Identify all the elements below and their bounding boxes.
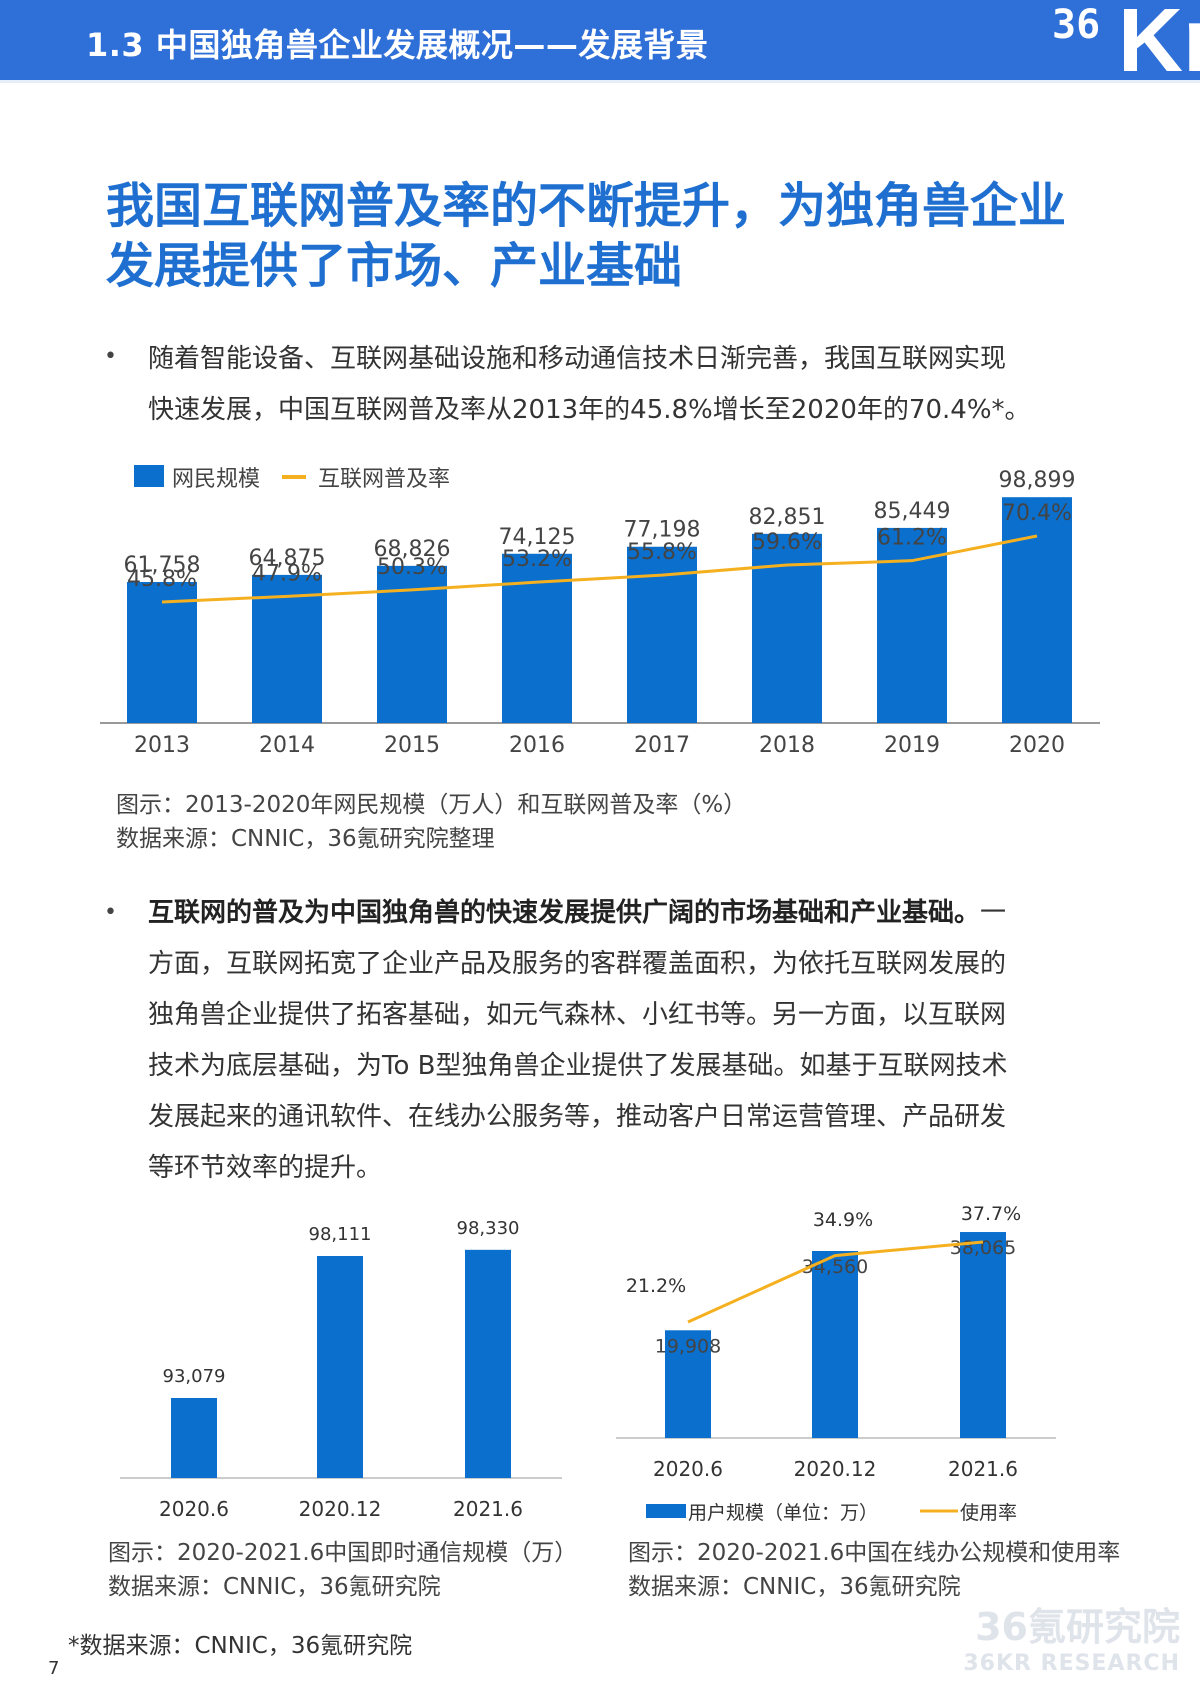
- line-label-2017: 55.8%: [627, 540, 697, 565]
- watermark-en: 36KR RESEARCH: [963, 1651, 1180, 1676]
- bar-2014: [252, 574, 322, 723]
- usage-rate-label-2020.6: 21.2%: [626, 1275, 686, 1297]
- chart-1-caption-source: 数据来源：CNNIC，36氪研究院整理: [116, 826, 495, 852]
- chart-2-caption: 图示：2020-2021.6中国即时通信规模（万） 数据来源：CNNIC，36氪…: [108, 1536, 577, 1604]
- chart-1-caption-title: 图示：2013-2020年网民规模（万人）和互联网普及率（%）: [116, 792, 747, 818]
- chart-3-caption-source: 数据来源：CNNIC，36氪研究院: [628, 1574, 961, 1600]
- paragraph-2-line-3: 独角兽企业提供了拓客基础，如元气森林、小红书等。另一方面，以互联网: [148, 1000, 1007, 1030]
- bar-2013: [127, 582, 197, 723]
- im-bar-2020.12: [317, 1256, 363, 1478]
- x-tick-2016: 2016: [509, 733, 565, 758]
- line-label-2020: 70.4%: [1002, 501, 1072, 526]
- page-number: 7: [48, 1658, 60, 1679]
- im-bar-label-2021.6: 98,330: [457, 1218, 520, 1239]
- im-x-tick-2021.6: 2021.6: [453, 1497, 523, 1521]
- section-title: 1.3 中国独角兽企业发展概况——发展背景: [86, 26, 709, 64]
- chart-3-caption-title: 图示：2020-2021.6中国在线办公规模和使用率: [628, 1540, 1121, 1566]
- watermark: 36氪研究院 36KR RESEARCH: [950, 1596, 1180, 1676]
- bar-2020: [1002, 497, 1072, 723]
- x-tick-2017: 2017: [634, 733, 690, 758]
- bar-label-2016: 74,125: [499, 525, 576, 550]
- line-label-2015: 50.3%: [377, 555, 447, 580]
- usage-rate-label-2020.12: 34.9%: [813, 1209, 873, 1231]
- legend-bar-label: 用户规模（单位：万）: [688, 1502, 878, 1524]
- usage-rate-line: [687, 1240, 984, 1324]
- bar-label-2020: 98,899: [999, 468, 1076, 493]
- legend-line-label: 使用率: [960, 1502, 1017, 1524]
- headline-line-1: 我国互联网普及率的不断提升，为独角兽企业: [106, 178, 1067, 234]
- bullet-2: •: [104, 900, 117, 925]
- logo-36kr: 36 Kr: [1040, 0, 1200, 91]
- x-tick-2018: 2018: [759, 733, 815, 758]
- bar-label-2015: 68,826: [374, 537, 451, 562]
- x-tick-2014: 2014: [259, 733, 315, 758]
- paragraph-2-line-4: 技术为底层基础，为To B型独角兽企业提供了发展基础。如基于互联网技术: [148, 1051, 1008, 1081]
- bar-label-2014: 64,875: [249, 546, 326, 571]
- watermark-cn: 36氪研究院: [975, 1605, 1180, 1649]
- im-bar-2020.6: [171, 1398, 217, 1478]
- paragraph-2-bold: 互联网的普及为中国独角兽的快速发展提供广阔的市场基础和产业基础。: [148, 898, 981, 928]
- logo-letter: Kr: [1118, 0, 1200, 91]
- bar-label-2017: 77,198: [624, 518, 701, 543]
- office-bar-2020.6: [665, 1330, 711, 1438]
- header-divider: [0, 80, 1200, 83]
- logo-number: 36: [1052, 2, 1101, 48]
- office-bar-label-2020.6: 19,908: [655, 1335, 721, 1357]
- line-label-2019: 61.2%: [877, 526, 947, 551]
- paragraph-2-line-2: 方面，互联网拓宽了企业产品及服务的客群覆盖面积，为依托互联网发展的: [148, 949, 1007, 979]
- legend-bar-label: 网民规模: [172, 467, 260, 492]
- im-x-tick-2020.12: 2020.12: [299, 1497, 382, 1521]
- im-bar-label-2020.6: 93,079: [163, 1366, 226, 1387]
- header-bar: [0, 0, 1200, 80]
- paragraph-1: 随着智能设备、互联网基础设施和移动通信技术日渐完善，我国互联网实现 快速发展，中…: [148, 334, 1100, 436]
- line-label-2016: 53.2%: [502, 547, 572, 572]
- paragraph-1-line-1: 随着智能设备、互联网基础设施和移动通信技术日渐完善，我国互联网实现: [148, 344, 1007, 374]
- chart-2-caption-source: 数据来源：CNNIC，36氪研究院: [108, 1574, 441, 1600]
- penetration-line: [161, 534, 1038, 604]
- x-tick-2015: 2015: [384, 733, 440, 758]
- im-bar-label-2020.12: 98,111: [309, 1224, 372, 1245]
- im-bar-2021.6: [465, 1249, 511, 1478]
- bullet-1: •: [104, 344, 117, 369]
- office-bar-2020.12: [812, 1251, 858, 1438]
- office-x-tick-2021.6: 2021.6: [948, 1457, 1018, 1481]
- x-tick-2013: 2013: [134, 733, 190, 758]
- usage-rate-label-2021.6: 37.7%: [961, 1203, 1021, 1225]
- paragraph-2-line-5: 发展起来的通讯软件、在线办公服务等，推动客户日常运营管理、产品研发: [148, 1102, 1007, 1132]
- chart-netizen-penetration: 网民规模 互联网普及率 61,758 2013 45.8% 64,875 2014 47.9%…: [100, 465, 1100, 758]
- legend-line-label: 互联网普及率: [318, 467, 450, 492]
- paragraph-1-line-2: 快速发展，中国互联网普及率从2013年的45.8%增长至2020年的70.4%*…: [148, 395, 1031, 425]
- bar-label-2018: 82,851: [749, 505, 826, 530]
- bar-label-2019: 85,449: [874, 499, 951, 524]
- paragraph-2: 互联网的普及为中国独角兽的快速发展提供广阔的市场基础和产业基础。一 方面，互联网…: [148, 888, 1100, 1194]
- office-bar-2021.6: [960, 1232, 1006, 1438]
- im-x-tick-2020.6: 2020.6: [159, 1497, 229, 1521]
- bar-label-2013: 61,758: [124, 553, 201, 578]
- chart-2-caption-title: 图示：2020-2021.6中国即时通信规模（万）: [108, 1540, 578, 1566]
- office-x-tick-2020.6: 2020.6: [653, 1457, 723, 1481]
- line-label-2014: 47.9%: [252, 561, 322, 586]
- office-bar-label-2021.6: 38,065: [950, 1237, 1016, 1259]
- chart-3-caption: 图示：2020-2021.6中国在线办公规模和使用率 数据来源：CNNIC，36…: [628, 1536, 1120, 1604]
- x-tick-2019: 2019: [884, 733, 940, 758]
- headline-line-2: 发展提供了市场、产业基础: [106, 238, 683, 294]
- legend-bar-swatch: [646, 1504, 686, 1518]
- headline: 我国互联网普及率的不断提升，为独角兽企业 发展提供了市场、产业基础: [106, 176, 1106, 296]
- x-tick-2020: 2020: [1009, 733, 1065, 758]
- legend-bar-swatch: [134, 465, 164, 487]
- chart-1-caption: 图示：2013-2020年网民规模（万人）和互联网普及率（%） 数据来源：CNN…: [116, 788, 746, 856]
- line-label-2018: 59.6%: [752, 530, 822, 555]
- paragraph-2-line-1-rest: 一: [980, 898, 1007, 928]
- line-label-2013: 45.8%: [127, 567, 197, 592]
- office-x-tick-2020.12: 2020.12: [794, 1457, 877, 1481]
- footnote: *数据来源：CNNIC，36氪研究院: [68, 1633, 413, 1659]
- paragraph-2-line-6: 等环节效率的提升。: [148, 1153, 383, 1183]
